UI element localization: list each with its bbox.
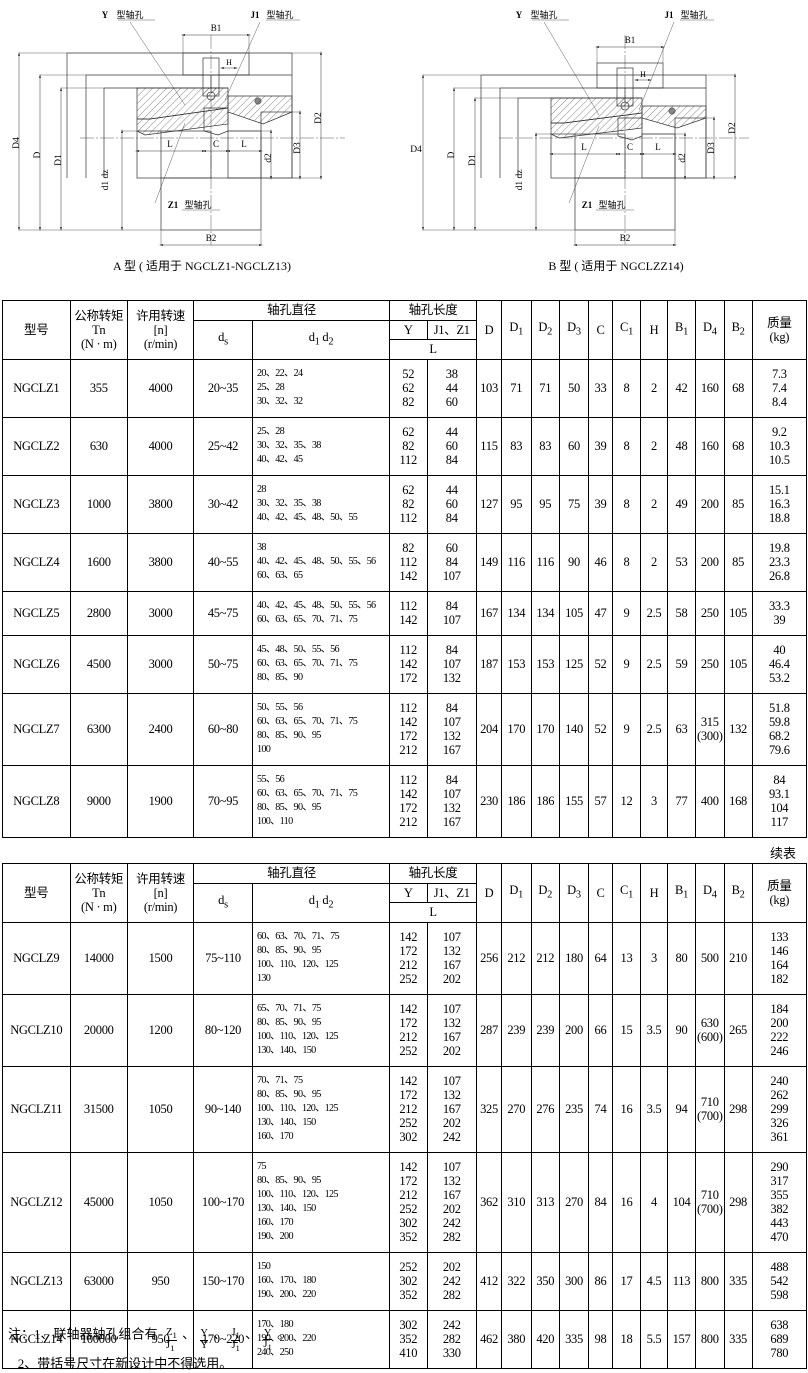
svg-text:d1 dz: d1 dz xyxy=(101,170,111,191)
svg-text:L: L xyxy=(655,142,661,152)
svg-text:D4: D4 xyxy=(12,137,22,149)
svg-text:D2: D2 xyxy=(314,112,324,124)
svg-text:Z1: Z1 xyxy=(582,200,593,210)
svg-text:d1 dz: d1 dz xyxy=(515,170,525,191)
svg-text:型轴孔: 型轴孔 xyxy=(680,9,707,20)
svg-text:J1: J1 xyxy=(665,10,675,20)
svg-text:D4: D4 xyxy=(410,145,422,155)
svg-text:L: L xyxy=(241,139,247,149)
svg-text:D1: D1 xyxy=(468,154,478,166)
svg-text:B 型 ( 适用于 NGCLZZ14): B 型 ( 适用于 NGCLZZ14) xyxy=(548,259,683,273)
svg-text:D: D xyxy=(447,151,457,158)
svg-text:D3: D3 xyxy=(707,142,717,154)
svg-text:H: H xyxy=(640,70,646,79)
svg-text:B2: B2 xyxy=(206,233,217,243)
svg-text:D3: D3 xyxy=(293,142,303,154)
svg-text:L: L xyxy=(581,142,587,152)
svg-text:D2: D2 xyxy=(728,122,738,134)
svg-text:B1: B1 xyxy=(625,35,636,45)
svg-text:J1: J1 xyxy=(251,10,261,20)
svg-text:型轴孔: 型轴孔 xyxy=(266,9,293,20)
svg-text:L: L xyxy=(167,139,173,149)
svg-text:型轴孔: 型轴孔 xyxy=(530,9,557,20)
svg-text:Y: Y xyxy=(102,10,109,20)
svg-text:型轴孔: 型轴孔 xyxy=(116,9,143,20)
svg-text:B2: B2 xyxy=(620,233,631,243)
svg-text:型轴孔: 型轴孔 xyxy=(184,199,211,210)
svg-text:C: C xyxy=(213,139,219,149)
svg-text:型轴孔: 型轴孔 xyxy=(598,199,625,210)
svg-text:C: C xyxy=(627,142,633,152)
svg-text:H: H xyxy=(226,58,232,67)
svg-text:B1: B1 xyxy=(211,23,222,33)
svg-text:d2: d2 xyxy=(678,153,688,163)
svg-text:D1: D1 xyxy=(54,154,64,166)
svg-text:Z1: Z1 xyxy=(168,200,179,210)
svg-text:d2: d2 xyxy=(264,153,274,163)
svg-text:Y: Y xyxy=(516,10,523,20)
svg-text:D: D xyxy=(33,151,43,158)
svg-text:A 型 ( 适用于 NGCLZ1-NGCLZ13): A 型 ( 适用于 NGCLZ1-NGCLZ13) xyxy=(113,259,291,273)
